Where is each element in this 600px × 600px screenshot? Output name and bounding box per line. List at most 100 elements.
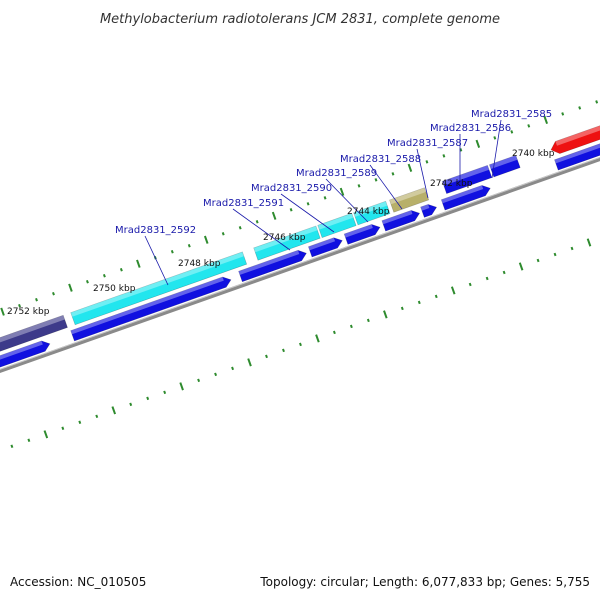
inner-tick [400, 306, 404, 311]
ruler-label: 2742 kbp [430, 179, 473, 189]
inner-tick [197, 378, 201, 383]
outer-tick [18, 303, 21, 308]
gene-label[interactable]: Mrad2831_2585 [471, 109, 552, 120]
gene-leader-line [232, 208, 291, 251]
outer-tick [0, 307, 5, 316]
gene-feature-shine [353, 201, 388, 217]
inner-tick [468, 282, 472, 287]
outer-tick [543, 115, 548, 124]
inner-tick [450, 286, 456, 295]
genome-backbone [0, 156, 600, 374]
outer-tick [271, 211, 277, 220]
gene-leader-line [325, 178, 369, 223]
outer-tick [289, 208, 293, 212]
gene-feature [550, 125, 600, 154]
gene-feature-shine [442, 165, 490, 186]
outer-tick [68, 283, 73, 292]
cds-feature-shine [420, 204, 430, 211]
cds-feature [0, 340, 51, 368]
inner-tick [265, 354, 268, 359]
cds-feature [420, 204, 438, 218]
gene-feature-shine [489, 155, 518, 169]
inner-tick [299, 342, 302, 347]
gene-feature-shine [389, 187, 426, 205]
gene-feature-shine [555, 125, 600, 146]
accession-text: Accession: NC_010505 [10, 575, 146, 589]
inner-tick [247, 358, 252, 367]
gene-feature [389, 187, 430, 213]
outer-tick [357, 184, 361, 188]
gene-feature-shine [0, 315, 65, 343]
gene-leader-line [416, 148, 429, 199]
outer-tick [442, 154, 446, 158]
inner-tick [146, 396, 150, 401]
outer-tick [425, 160, 429, 164]
cds-feature [440, 185, 491, 211]
inner-tick [553, 252, 557, 257]
outer-tick [136, 259, 141, 268]
cds-feature [381, 210, 421, 232]
inner-tick [586, 238, 592, 247]
feature-track [0, 125, 600, 368]
outer-tick [595, 100, 599, 104]
outer-tick [459, 148, 463, 152]
inner-tick [111, 406, 117, 415]
inner-tick [95, 414, 99, 419]
gene-leader-line [369, 164, 403, 210]
outer-tick [119, 267, 123, 272]
cds-feature [343, 224, 381, 245]
cds-feature [238, 249, 307, 283]
inner-tick [129, 402, 133, 407]
inner-tick [332, 330, 336, 335]
outer-tick [170, 250, 174, 254]
gene-label[interactable]: Mrad2831_2589 [296, 168, 377, 179]
ruler-label: 2750 kbp [93, 284, 136, 294]
gene-label[interactable]: Mrad2831_2586 [430, 123, 511, 134]
outer-tick [255, 220, 259, 224]
outer-tick [203, 235, 209, 244]
inner-tick [502, 270, 506, 275]
cds-feature-shine [238, 250, 300, 275]
gene-label[interactable]: Mrad2831_2587 [387, 138, 468, 149]
cds-feature-shine [554, 143, 600, 164]
gene-feature-shine [317, 213, 354, 230]
inner-tick [570, 246, 574, 251]
inner-tick [349, 324, 353, 329]
gene-label[interactable]: Mrad2831_2591 [203, 198, 284, 209]
ruler-labels: 2740 kbp 2742 kbp 2744 kbp 2746 kbp 2748 kbp… [7, 149, 555, 317]
inner-tick-ring [10, 238, 592, 449]
outer-tick [407, 163, 413, 172]
inner-tick [518, 262, 524, 271]
outer-tick [238, 226, 242, 230]
inner-tick [315, 334, 320, 343]
outer-tick [221, 232, 225, 236]
cds-feature-shine [308, 237, 336, 251]
cds-feature [554, 143, 600, 171]
inner-tick [536, 258, 540, 263]
ruler-label: 2744 kbp [347, 207, 390, 217]
gene-feature-shine [70, 251, 244, 317]
outer-tick [561, 112, 565, 116]
cds-feature [70, 276, 232, 342]
gene-feature [0, 314, 68, 352]
inner-tick [179, 382, 184, 391]
cds-feature-shine [0, 340, 43, 360]
outer-tick [339, 187, 345, 196]
inner-tick [163, 390, 167, 395]
genome-summary-text: Topology: circular; Length: 6,077,833 bp… [259, 575, 590, 589]
gene-label[interactable]: Mrad2831_2590 [251, 183, 332, 194]
gene-label[interactable]: Mrad2831_2592 [115, 225, 196, 236]
inner-tick [61, 426, 65, 431]
outer-tick [374, 178, 378, 182]
ruler-label: 2752 kbp [7, 307, 50, 317]
gene-labels: Mrad2831_2585 Mrad2831_2586 Mrad2831_2587 M… [115, 109, 552, 236]
gene-label[interactable]: Mrad2831_2588 [340, 154, 421, 165]
cds-feature-shine [441, 185, 484, 204]
gene-feature [489, 155, 521, 178]
outer-tick [85, 279, 89, 284]
cds-feature [308, 237, 343, 258]
outer-tick [510, 130, 514, 134]
inner-tick [231, 366, 235, 371]
outer-tick [187, 244, 191, 248]
inner-tick [10, 444, 14, 449]
